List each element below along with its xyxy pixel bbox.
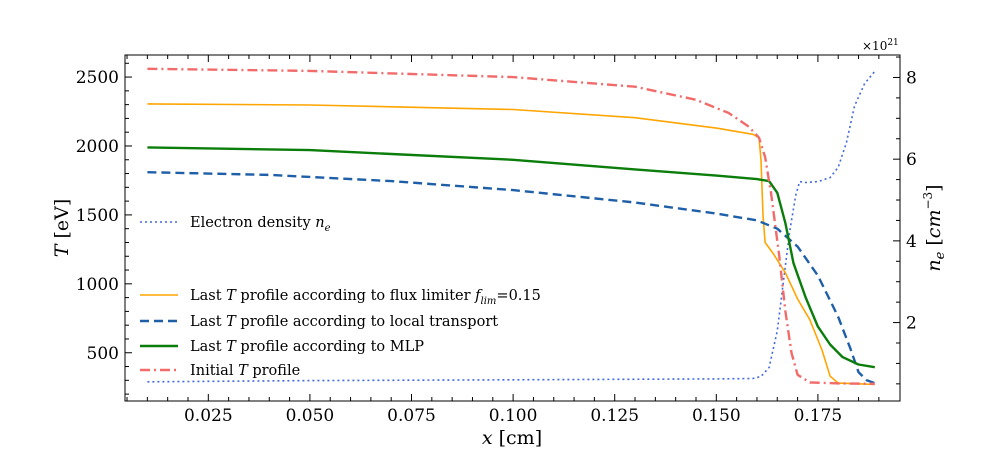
- y-right-tick-label: 8: [906, 68, 917, 88]
- y-left-tick-label: 2500: [76, 68, 119, 88]
- y-right-tick-label: 6: [906, 150, 917, 170]
- series-line-4: [147, 146, 875, 369]
- plot-frame: [124, 54, 901, 402]
- legend: Electron density ne Last T profile accord…: [140, 215, 541, 379]
- series-layer: [147, 67, 876, 386]
- series-line-1: [147, 70, 876, 383]
- y-right-tick-label: 4: [906, 232, 917, 252]
- x-tick-label: 0.025: [184, 406, 233, 426]
- x-tick-label: 0.050: [286, 406, 335, 426]
- y-axis-left-label: T [eV]: [51, 199, 73, 258]
- legend-label-1: Electron density ne: [190, 215, 331, 234]
- series-line-3: [147, 171, 876, 385]
- legend-label-3: Last T profile according to local transp…: [190, 314, 498, 330]
- x-tick-label: 0.075: [387, 406, 436, 426]
- legend-label-4: Last T profile according to MLP: [190, 339, 424, 355]
- x-tick-label: 0.175: [794, 406, 843, 426]
- right-axis-multiplier: ×1021: [862, 38, 899, 53]
- y-left-tick-label: 2000: [76, 137, 119, 157]
- series-line-2: [147, 103, 875, 386]
- y-left-tick-label: 500: [87, 344, 119, 364]
- x-axis-label: x [cm]: [482, 427, 542, 449]
- y-right-tick-label: 2: [906, 314, 917, 334]
- ticks-layer: 0.025 0.050 0.075 0.100 0.125 0.150 0.175 500 10…: [76, 55, 917, 426]
- x-tick-label: 0.150: [692, 406, 741, 426]
- y-left-tick-label: 1500: [76, 206, 119, 226]
- x-tick-label: 0.125: [590, 406, 639, 426]
- series-line-5: [147, 67, 875, 385]
- y-left-tick-label: 1000: [76, 275, 119, 295]
- x-tick-label: 0.100: [489, 406, 538, 426]
- y-axis-right-label: ne [cm−3]: [921, 184, 948, 271]
- legend-label-2: Last T profile according to flux limiter…: [190, 288, 541, 307]
- legend-label-5: Initial T profile: [190, 363, 300, 379]
